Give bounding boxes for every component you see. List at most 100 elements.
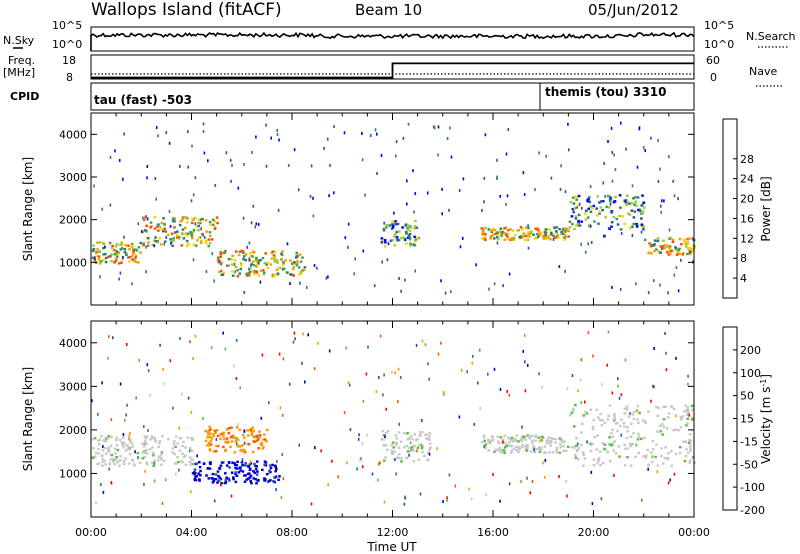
heatmap-cell bbox=[653, 249, 656, 253]
heatmap-cell bbox=[248, 467, 252, 470]
heatmap-cell bbox=[688, 459, 692, 462]
heatmap-cell bbox=[120, 441, 124, 444]
heatmap-cell bbox=[392, 446, 396, 449]
heatmap-cell bbox=[176, 442, 180, 445]
heatmap-cell bbox=[190, 458, 194, 462]
heatmap-cell bbox=[496, 435, 500, 439]
heatmap-cell bbox=[541, 439, 543, 442]
heatmap-cell bbox=[657, 139, 659, 143]
heatmap-cell bbox=[628, 442, 632, 446]
heatmap-cell bbox=[514, 437, 517, 441]
heatmap-cell bbox=[669, 478, 671, 482]
heatmap-cell bbox=[666, 251, 669, 254]
heatmap-cell bbox=[252, 263, 255, 267]
heatmap-cell bbox=[645, 454, 648, 457]
heatmap-cell bbox=[487, 449, 490, 452]
heatmap-cell bbox=[641, 210, 645, 213]
heatmap-cell bbox=[643, 436, 646, 439]
heatmap-cell bbox=[255, 256, 258, 260]
heatmap-cell bbox=[482, 434, 486, 437]
heatmap-cell bbox=[608, 227, 611, 231]
heatmap-cell bbox=[508, 441, 511, 444]
heatmap-cell bbox=[524, 360, 526, 364]
heatmap-cell bbox=[139, 241, 142, 245]
heatmap-cell bbox=[219, 252, 223, 256]
heatmap-cell bbox=[573, 227, 576, 231]
heatmap-cell bbox=[94, 455, 97, 458]
heatmap-cell bbox=[441, 212, 443, 216]
heatmap-cell bbox=[276, 133, 279, 136]
heatmap-cell bbox=[644, 421, 648, 425]
heatmap-cell bbox=[102, 439, 105, 442]
heatmap-cell bbox=[160, 221, 164, 225]
heatmap-cell bbox=[564, 234, 567, 237]
heatmap-cell bbox=[298, 253, 302, 256]
heatmap-cell bbox=[398, 277, 400, 280]
heatmap-cell bbox=[524, 448, 528, 451]
heatmap-cell bbox=[496, 241, 499, 245]
heatmap-cell bbox=[575, 195, 579, 198]
heatmap-cell bbox=[110, 453, 113, 457]
heatmap-cell bbox=[268, 401, 270, 405]
heatmap-cell bbox=[668, 155, 670, 159]
heatmap-cell bbox=[155, 225, 159, 228]
heatmap-cell bbox=[187, 396, 190, 400]
heatmap-cell bbox=[616, 223, 620, 226]
heatmap-cell bbox=[483, 439, 487, 442]
heatmap-cell bbox=[684, 238, 688, 241]
heatmap-cell bbox=[391, 226, 395, 229]
heatmap-cell bbox=[244, 474, 247, 477]
heatmap-cell bbox=[331, 459, 333, 463]
heatmap-cell bbox=[395, 230, 398, 234]
heatmap-cell bbox=[634, 196, 637, 199]
heatmap-cell bbox=[531, 480, 534, 483]
heatmap-cell bbox=[620, 433, 623, 437]
x-tick-label: 00:00 bbox=[75, 526, 107, 539]
heatmap-cell bbox=[225, 437, 229, 440]
heatmap-cell bbox=[146, 363, 149, 367]
heatmap-cell bbox=[562, 236, 565, 239]
heatmap-cell bbox=[376, 172, 378, 175]
heatmap-cell bbox=[379, 334, 382, 338]
heatmap-cell bbox=[162, 459, 166, 463]
heatmap-cell bbox=[191, 231, 195, 234]
heatmap-cell bbox=[122, 436, 125, 439]
heatmap-cell bbox=[235, 464, 238, 467]
heatmap-cell bbox=[180, 460, 183, 463]
heatmap-cell bbox=[354, 257, 356, 261]
heatmap-cell bbox=[660, 210, 662, 214]
heatmap-cell bbox=[249, 460, 252, 464]
heatmap-cell bbox=[131, 459, 135, 462]
heatmap-cell bbox=[122, 446, 125, 449]
heatmap-cell bbox=[206, 467, 210, 470]
heatmap-cell bbox=[154, 177, 157, 180]
heatmap-cell bbox=[186, 436, 190, 439]
heatmap-cell bbox=[574, 403, 577, 407]
heatmap-cell bbox=[584, 250, 587, 254]
heatmap-cell bbox=[190, 410, 193, 414]
heatmap-cell bbox=[117, 262, 121, 265]
heatmap-cell bbox=[684, 242, 687, 246]
heatmap-cell bbox=[386, 448, 389, 451]
heatmap-cell bbox=[410, 434, 413, 438]
heatmap-cell bbox=[618, 396, 621, 400]
heatmap-cell bbox=[217, 259, 220, 262]
heatmap-cell bbox=[543, 231, 547, 234]
heatmap-cell bbox=[348, 383, 351, 387]
heatmap-cell bbox=[548, 228, 551, 231]
heatmap-cell bbox=[99, 275, 101, 279]
heatmap-cell bbox=[503, 446, 507, 449]
heatmap-cell bbox=[294, 337, 296, 341]
heatmap-cell bbox=[248, 476, 252, 479]
heatmap-cell bbox=[121, 258, 124, 261]
heatmap-cell bbox=[529, 450, 533, 453]
heatmap-cell bbox=[688, 237, 691, 240]
heatmap-cell bbox=[98, 262, 102, 265]
x-tick-label: 12:00 bbox=[377, 526, 409, 539]
heatmap-cell bbox=[485, 493, 487, 497]
heatmap-cell bbox=[104, 439, 108, 443]
heatmap-cell bbox=[681, 253, 685, 256]
heatmap-cell bbox=[589, 449, 593, 453]
heatmap-cell bbox=[620, 121, 622, 125]
heatmap-cell bbox=[281, 250, 284, 253]
